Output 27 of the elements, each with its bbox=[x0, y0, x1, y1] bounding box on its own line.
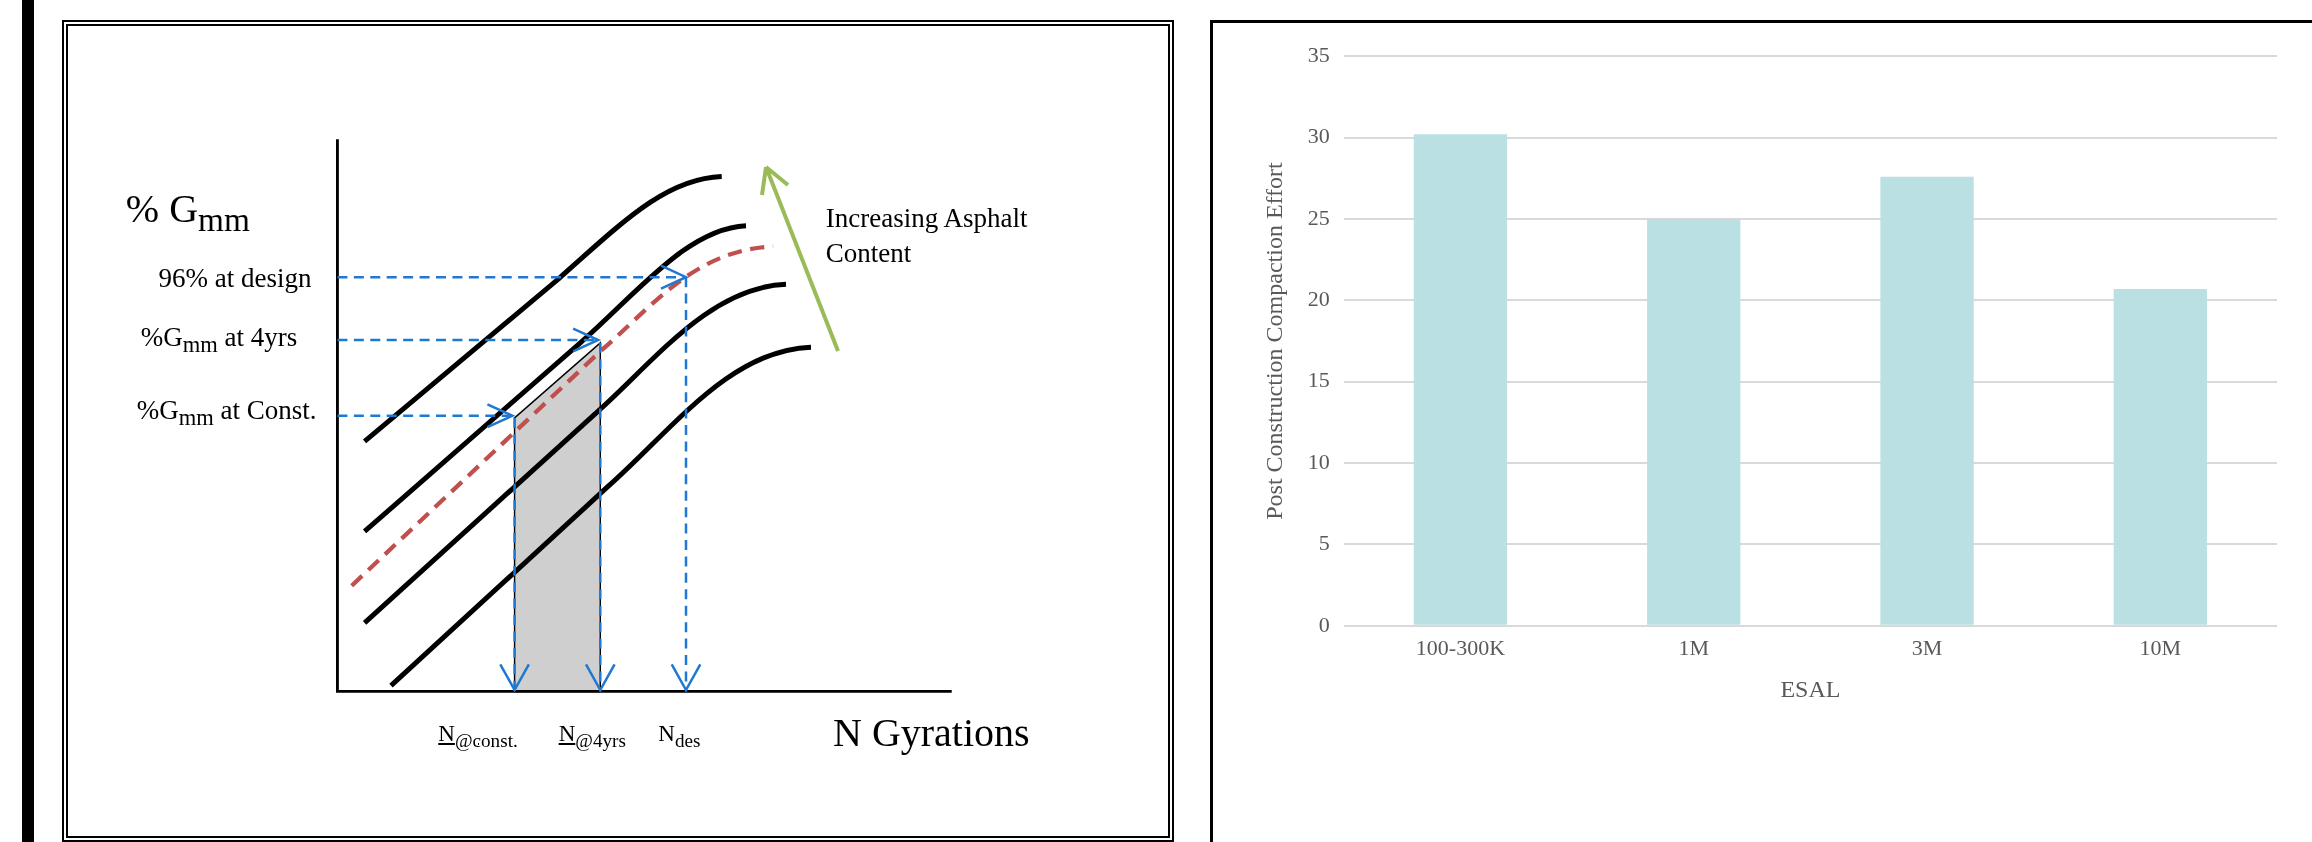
y-tick-label: 35 bbox=[1307, 41, 1330, 67]
y-axis-title: Post Construction Compaction Effort bbox=[1260, 161, 1287, 520]
y-tick-label: 15 bbox=[1307, 367, 1330, 393]
x-tick-label: 10M bbox=[2139, 634, 2182, 660]
y-tick-label: 5 bbox=[1318, 530, 1330, 556]
x-tick-label: 1M bbox=[1678, 634, 1710, 660]
x-axis-title: ESAL bbox=[1780, 675, 1841, 702]
bar bbox=[1413, 134, 1508, 625]
text: %G$_{mm}$ at 4yrs bbox=[140, 322, 298, 358]
text: N Gyrations bbox=[833, 709, 1030, 755]
x-tick-label: 3M bbox=[1911, 634, 1943, 660]
bar bbox=[2113, 288, 2208, 625]
x-tick-label: 100-300K bbox=[1415, 634, 1506, 660]
text: %G$_{mm}$ at Const. bbox=[136, 395, 317, 431]
y-tick-label: 10 bbox=[1307, 448, 1330, 474]
text: Increasing Asphalt Content bbox=[825, 201, 1029, 270]
y-tick-label: 20 bbox=[1307, 286, 1330, 312]
text: N$_{@4yrs}$ bbox=[558, 721, 626, 751]
bar bbox=[1880, 176, 1974, 625]
text: N$_{@const.}$ bbox=[438, 721, 518, 751]
y-tick-label: 0 bbox=[1318, 611, 1330, 637]
y-tick-label: 30 bbox=[1307, 123, 1330, 149]
bar bbox=[1647, 218, 1741, 625]
text: % G$_{mm}$ bbox=[125, 186, 250, 238]
text: N$_{des}$ bbox=[658, 721, 701, 751]
text: 96% at design bbox=[158, 262, 312, 293]
y-tick-label: 25 bbox=[1307, 204, 1330, 230]
